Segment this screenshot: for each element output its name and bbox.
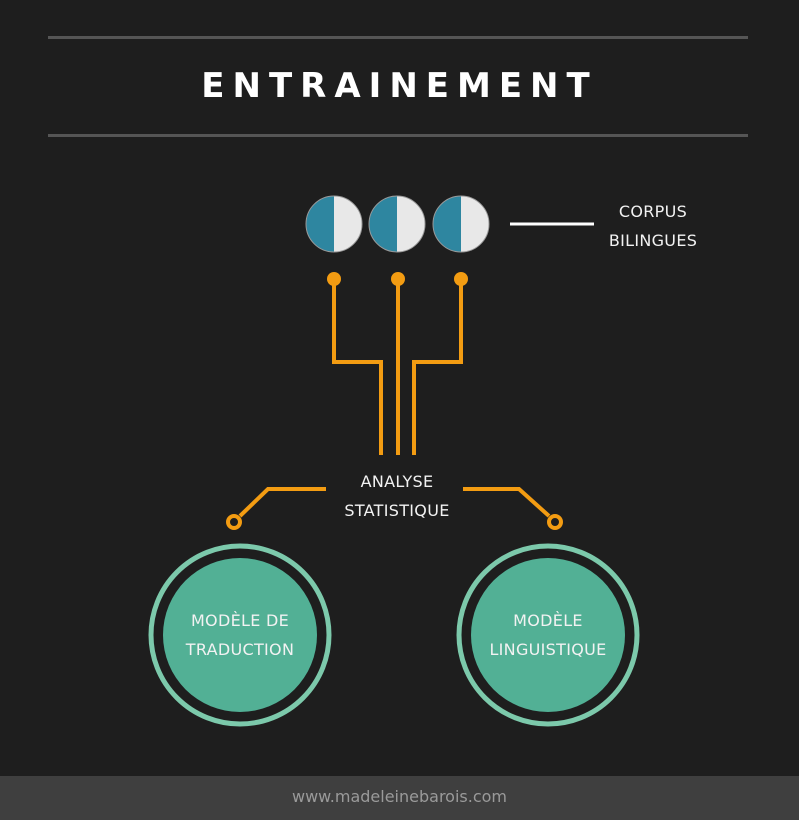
model-translation-line-1: MODÈLE DE	[190, 611, 290, 630]
circuit-node-right	[454, 272, 468, 286]
circuit-line-left	[332, 279, 383, 455]
page-title: ENTRAINEMENT	[201, 66, 598, 106]
footer-bar: www.madeleinebarois.com	[0, 776, 799, 820]
circuit-node-left	[327, 272, 341, 286]
corpus-disc-3	[432, 195, 490, 253]
footer-website-link[interactable]: www.madeleinebarois.com	[292, 787, 507, 806]
bottom-rule	[48, 134, 748, 137]
corpus-label-line-2: BILINGUES	[608, 231, 698, 250]
circuit-line-right	[412, 279, 463, 455]
model-language-label: MODÈLE LINGUISTIQUE	[478, 606, 618, 664]
corpus-label: CORPUS BILINGUES	[598, 197, 708, 255]
circuit-node-middle	[391, 272, 405, 286]
branch-node-left	[226, 514, 242, 530]
model-language-circle	[456, 543, 640, 727]
corpus-disc-1	[305, 195, 363, 253]
model-translation-label: MODÈLE DE TRADUCTION	[170, 606, 310, 664]
branch-line-right	[463, 487, 551, 518]
analysis-label: ANALYSE STATISTIQUE	[327, 467, 467, 525]
top-rule	[48, 36, 748, 39]
analysis-label-line-2: STATISTIQUE	[344, 501, 450, 520]
model-language-line-2: LINGUISTIQUE	[489, 640, 607, 659]
branch-node-right	[547, 514, 563, 530]
model-language-line-1: MODÈLE	[513, 611, 583, 630]
corpus-disc-2	[368, 195, 426, 253]
model-translation-circle	[148, 543, 332, 727]
analysis-label-line-1: ANALYSE	[360, 472, 434, 491]
model-translation-line-2: TRADUCTION	[185, 640, 295, 659]
corpus-label-line-1: CORPUS	[618, 202, 688, 221]
branch-line-left	[238, 487, 326, 518]
